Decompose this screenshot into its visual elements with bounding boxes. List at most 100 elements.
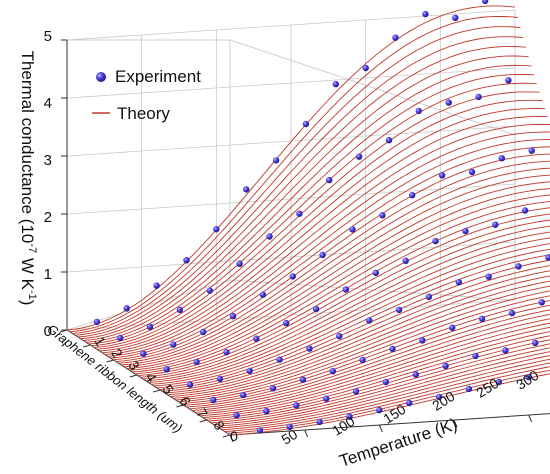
experiment-point [233, 412, 240, 419]
theory-curve [137, 213, 550, 376]
theory-curve [164, 270, 550, 394]
theory-curve [118, 167, 550, 364]
experiment-point [326, 176, 333, 184]
experiment-point [140, 350, 147, 357]
theory-curve [66, 5, 516, 331]
theory-curve [167, 275, 550, 396]
experiment-point [521, 207, 529, 214]
theory-curve [96, 108, 545, 350]
theory-surface [66, 5, 550, 436]
experiment-point [246, 367, 253, 374]
experiment-point [485, 273, 492, 280]
experiment-point [293, 402, 300, 409]
theory-curve [88, 82, 537, 345]
experiment-point [372, 269, 379, 277]
theory-curve [202, 335, 550, 418]
experiment-point [186, 381, 194, 388]
experiment-point [296, 210, 303, 217]
legend-experiment-label: Experiment [115, 67, 201, 86]
z-tick-1: 1 [44, 266, 52, 283]
experiment-point [210, 396, 217, 404]
theory-curve [99, 116, 548, 352]
theory-curve [183, 304, 550, 406]
theory-curve [153, 248, 550, 387]
theory-curve [102, 123, 550, 354]
experiment-point [406, 399, 413, 407]
experiment-point [146, 323, 154, 330]
experiment-point [349, 226, 356, 233]
experiment-point [329, 368, 336, 375]
experiment-point [515, 263, 522, 270]
legend-theory-label: Theory [117, 104, 170, 123]
experiment-point [409, 192, 416, 199]
theory-curve [227, 369, 550, 434]
experiment-point [475, 93, 482, 101]
theory-curve [175, 290, 550, 401]
experiment-point [389, 345, 396, 353]
theory-curve [178, 295, 550, 403]
experiment-point [412, 371, 419, 378]
experiment-point [385, 137, 393, 144]
experiment-point [415, 107, 422, 115]
theory-curve [224, 366, 550, 432]
experiment-point [163, 366, 170, 373]
experiment-point [525, 373, 532, 381]
z-tick-2: 2 [44, 209, 52, 226]
theory-curve [219, 358, 550, 429]
theory-curve [129, 194, 550, 371]
experiment-point [153, 282, 160, 289]
experiment-point [355, 153, 363, 160]
experiment-point [117, 334, 124, 342]
experiment-point [302, 120, 310, 128]
z-axis-ticks: 0 1 2 3 4 5 [44, 28, 52, 340]
experiment-point [392, 34, 399, 41]
experiment-point [395, 306, 403, 314]
x-tick-0: 0 [230, 428, 238, 444]
theory-curve [194, 322, 550, 413]
experiment-point [223, 349, 230, 356]
experiment-point [432, 237, 439, 245]
experiment-point [468, 168, 476, 176]
experiment-point [289, 273, 296, 280]
experiment-point [200, 328, 207, 336]
experiment-point [259, 291, 267, 298]
theory-curve [83, 64, 532, 341]
experiment-point [435, 393, 443, 401]
experiment-point [266, 233, 273, 240]
theory-curve [107, 139, 550, 357]
experiment-point [272, 157, 280, 164]
experiment-point [319, 251, 326, 259]
theory-curve [186, 309, 550, 408]
y-axis-tick-mark [106, 359, 114, 363]
experiment-point [213, 226, 220, 233]
theory-curve [110, 146, 550, 359]
theory-curve [229, 373, 550, 436]
y-axis-tick-mark [59, 329, 68, 333]
x-axis-tick-mark [378, 424, 383, 433]
theory-curve [94, 99, 543, 348]
experiment-point [216, 375, 224, 382]
legend: Experiment Theory [92, 67, 201, 123]
theory-curve [156, 254, 550, 389]
theory-curve [69, 15, 518, 333]
y-axis-label: Graphene ribbon length (um) [44, 321, 185, 436]
experiment-point [359, 356, 366, 364]
experiment-point [455, 279, 462, 286]
theory-curve [221, 362, 550, 431]
theory-curve [80, 55, 529, 340]
theory-curve [191, 318, 550, 411]
experiment-point [379, 212, 386, 219]
experiment-point [449, 324, 456, 331]
theory-curve [85, 73, 535, 343]
experiment-point [170, 341, 177, 348]
theory-curve [123, 181, 550, 368]
experiment-point [362, 64, 369, 72]
y-tick-8: 8 [210, 418, 228, 433]
theory-curve [181, 300, 550, 404]
experiment-point [123, 305, 130, 312]
experiment-point [472, 352, 479, 360]
theory-curve [216, 355, 550, 427]
theory-curve [121, 174, 550, 366]
experiment-point [438, 172, 446, 179]
